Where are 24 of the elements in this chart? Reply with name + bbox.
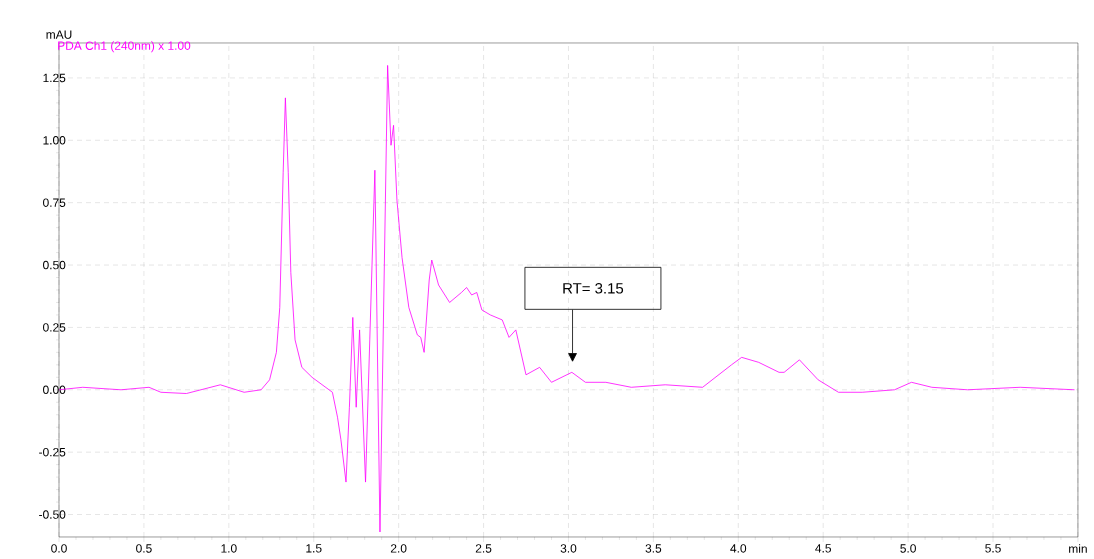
y-tick-label: 0.00 xyxy=(43,385,66,395)
x-tick-label: 4.5 xyxy=(815,544,831,553)
text: PDA Ch1 (240nm) x 1.00 xyxy=(58,41,191,53)
x-tick-label: 3.0 xyxy=(560,544,577,553)
y-axis-title: mAU xyxy=(46,30,72,39)
x-tick-label: 5.5 xyxy=(985,544,1001,553)
x-tick-label: 0.5 xyxy=(136,544,152,553)
x-tick-label: 4.0 xyxy=(730,544,747,553)
annotation: RT= 3.15 xyxy=(563,283,624,294)
x-tick-label: 1.0 xyxy=(221,544,237,553)
y-tick-label: 0.25 xyxy=(43,323,66,332)
y-tick-label: 0.50 xyxy=(43,260,66,270)
x-tick-label: 3.5 xyxy=(645,544,662,553)
x-tick-label: 0.0 xyxy=(51,544,67,553)
y-tick-label: 0.75 xyxy=(43,198,66,207)
x-tick-label: 5.0 xyxy=(900,544,916,553)
x-tick-label: 2.5 xyxy=(475,544,492,553)
x-tick-label: min xyxy=(1069,544,1087,553)
y-tick-label: 1.00 xyxy=(43,136,66,145)
y-tick-label: 1.25 xyxy=(43,73,66,83)
x-tick-label: 1.5 xyxy=(306,544,322,553)
y-tick-label: -0.50 xyxy=(39,510,66,519)
x-tick-label: 2.0 xyxy=(390,544,407,553)
y-tick-label: -0.25 xyxy=(39,447,66,457)
